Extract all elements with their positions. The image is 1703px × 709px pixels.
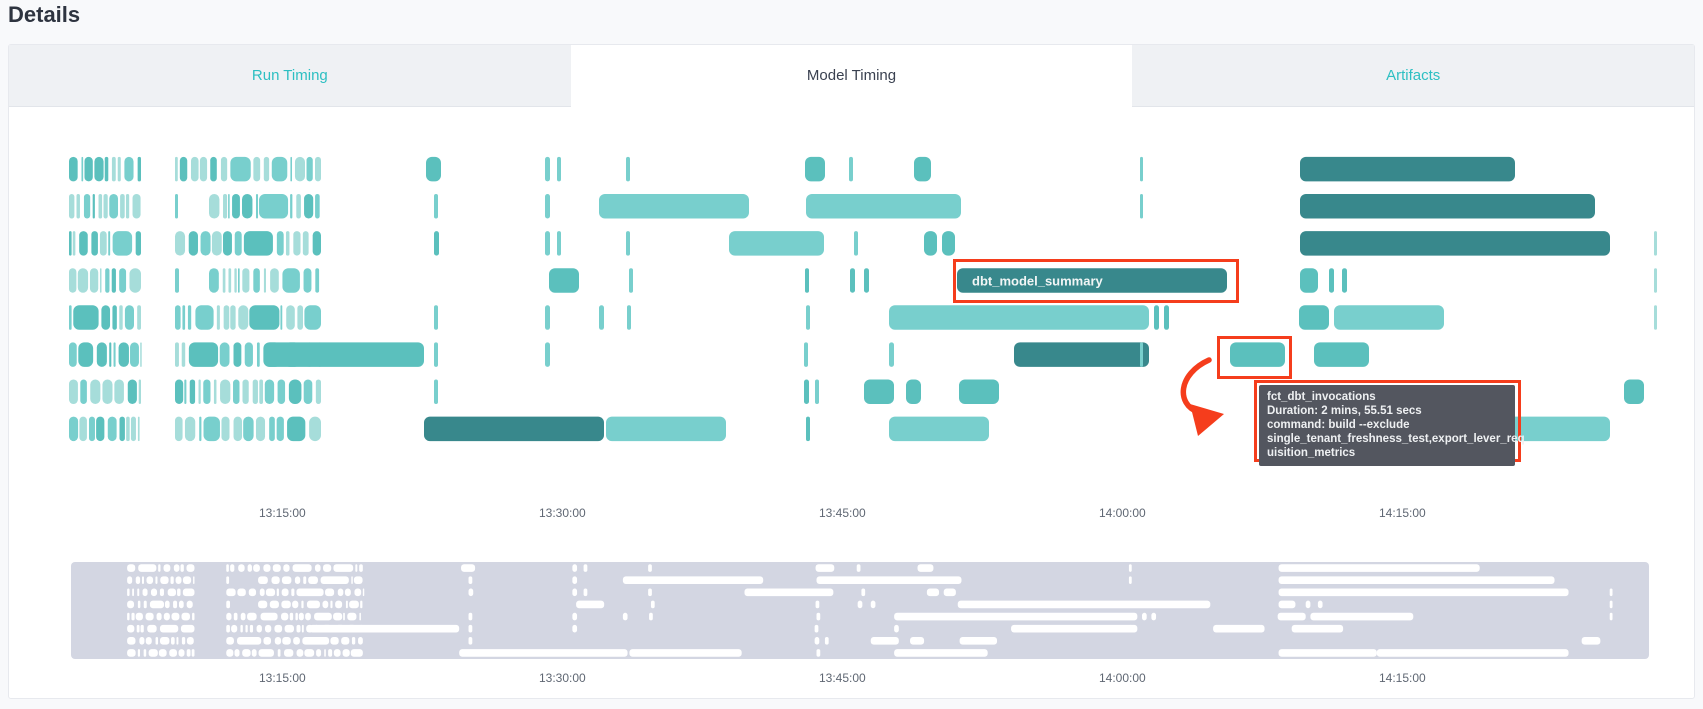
svg-text:dbt_model_summary: dbt_model_summary [972, 273, 1104, 288]
